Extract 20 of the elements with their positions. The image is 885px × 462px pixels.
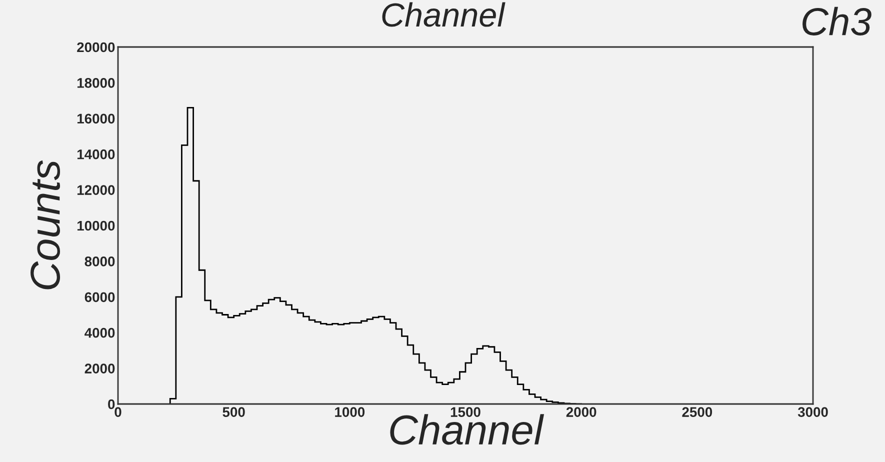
chart-title: Channel	[382, 2, 506, 27]
x-tick-label: 2000	[566, 407, 596, 417]
y-tick-label: 10000	[77, 220, 115, 231]
y-tick-label: 0	[108, 399, 115, 410]
y-tick-label: 2000	[84, 364, 115, 374]
y-tick-label: 18000	[77, 78, 115, 88]
text: Ch3	[802, 6, 872, 36]
x-tick-label: 0	[114, 407, 122, 417]
y-tick-label: 20000	[77, 42, 115, 52]
x-tick-label: 500	[222, 407, 245, 417]
x-tick-label: 3000	[798, 407, 828, 417]
x-tick-label: 2500	[682, 407, 712, 417]
y-tick-label: 12000	[77, 185, 115, 195]
y-tick-label: 8000	[84, 256, 115, 266]
x-tick-label: 1000	[335, 407, 365, 417]
y-tick-label: 16000	[77, 114, 115, 124]
y-tick-label: 14000	[77, 149, 115, 160]
y-axis-title: Counts	[30, 160, 60, 290]
y-tick-label: 6000	[84, 292, 115, 302]
y-tick-label: 4000	[84, 328, 115, 338]
